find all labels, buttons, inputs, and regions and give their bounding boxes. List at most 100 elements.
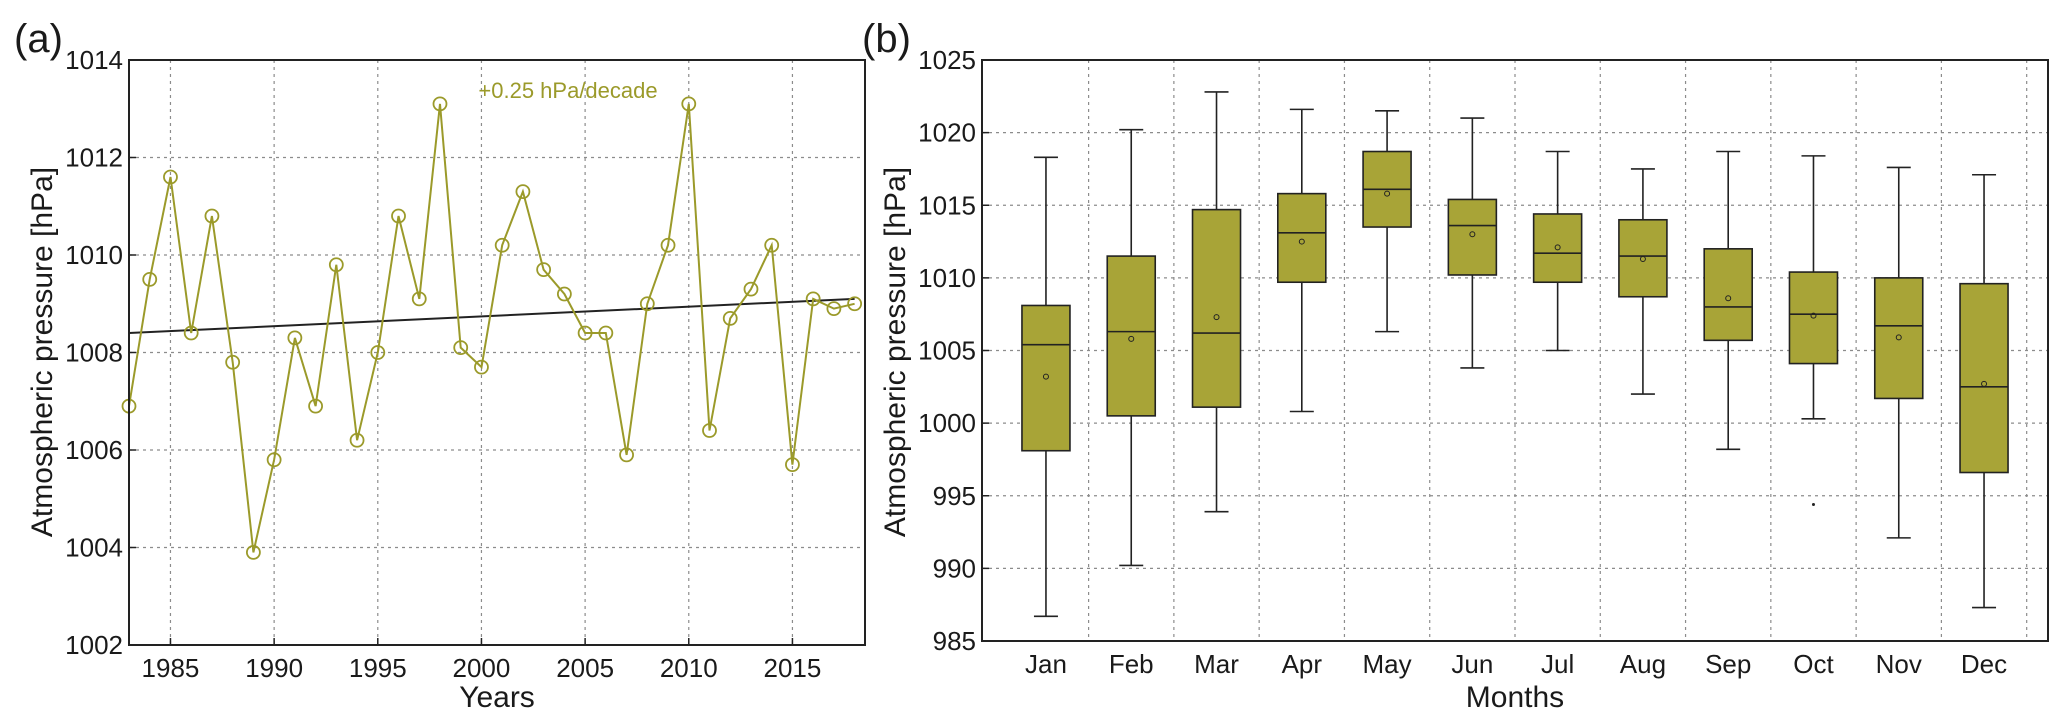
mean-marker — [1298, 238, 1305, 245]
data-point — [474, 359, 489, 375]
data-point — [826, 301, 842, 317]
panel-b-ytick-label: 1005 — [918, 336, 976, 366]
box-feb — [1106, 128, 1157, 567]
data-point — [764, 237, 780, 253]
panel-b-xtick-label: Jan — [1025, 649, 1067, 679]
panel-a-xtick-label: 2005 — [556, 653, 614, 683]
mean-marker — [1554, 244, 1561, 251]
data-point — [681, 96, 697, 112]
panel-b-xtick-label: Jun — [1451, 649, 1493, 679]
mean-marker — [1810, 312, 1817, 319]
box-jun — [1447, 117, 1498, 369]
panel-b-ytick-label: 1010 — [918, 263, 976, 293]
panel-a-label: (a) — [14, 17, 63, 61]
data-point — [577, 325, 593, 341]
panel-b-ytick-label: 1020 — [918, 118, 976, 148]
box-aug — [1618, 168, 1668, 395]
panel-a-ytick-label: 1004 — [65, 533, 123, 563]
panel-b-ticks: 985 990 995 1000 1005 1010 1015 1020 1025 Jan Feb M… — [918, 45, 2007, 679]
data-point — [245, 544, 261, 560]
trend-annotation: +0.25 hPa/decade — [478, 78, 657, 103]
panel-a-ytick-label: 1002 — [65, 630, 123, 660]
panel-a-ytick-label: 1014 — [65, 45, 123, 75]
data-point — [391, 208, 406, 224]
data-point — [805, 291, 821, 307]
panel-a-xtick-label: 1985 — [142, 653, 200, 683]
data-point — [163, 169, 178, 185]
data-point — [515, 184, 531, 200]
panel-a-ytick-label: 1010 — [65, 240, 123, 270]
panel-b-ytick-label: 1025 — [918, 45, 976, 75]
data-point — [785, 457, 800, 473]
box-dec — [1959, 173, 2009, 609]
box-sep — [1703, 150, 1753, 451]
iqr-box — [1532, 213, 1583, 284]
iqr-box — [1703, 248, 1753, 342]
iqr-box — [1447, 198, 1498, 276]
panel-b-ytick-label: 1000 — [918, 408, 976, 438]
panel-a-ytick-label: 1012 — [65, 143, 123, 173]
mean-marker — [1725, 295, 1732, 302]
iqr-box — [1959, 282, 2009, 474]
panel-b-xtick-label: Apr — [1282, 649, 1323, 679]
panel-b-xtick-label: Feb — [1109, 649, 1154, 679]
data-point — [639, 296, 655, 312]
data-point — [225, 354, 241, 370]
panel-a-xlabel: Years — [459, 681, 535, 714]
panel-a-ytick-label: 1008 — [65, 338, 123, 368]
panel-b-xtick-label: Mar — [1194, 649, 1239, 679]
mean-marker — [1213, 314, 1220, 321]
data-point — [847, 296, 863, 312]
panel-b-xtick-label: Dec — [1961, 649, 2007, 679]
data-point — [722, 310, 738, 326]
panel-b-label: (b) — [862, 17, 911, 61]
panel-b-xlabel: Months — [1466, 681, 1564, 714]
panel-a-xtick-label: 2010 — [660, 653, 718, 683]
data-point — [349, 432, 365, 448]
data-point — [183, 325, 199, 341]
panel-b-gridlines — [982, 60, 2048, 641]
mean-marker — [1128, 335, 1135, 342]
data-point — [743, 281, 759, 297]
box-nov — [1873, 166, 1924, 539]
mean-marker — [1469, 231, 1476, 238]
data-point — [411, 291, 427, 307]
panel-b-xtick-label: Jul — [1541, 649, 1574, 679]
panel-b-xtick-label: Oct — [1793, 649, 1834, 679]
box-jul — [1532, 150, 1583, 352]
mean-marker — [1042, 373, 1049, 380]
panel-a-xtick-label: 1990 — [245, 653, 303, 683]
panel-b-xtick-label: Aug — [1620, 649, 1666, 679]
panel-b-ytick-label: 990 — [933, 553, 976, 583]
box-apr — [1277, 108, 1327, 413]
data-point — [142, 271, 158, 287]
panel-b: (b) 985 990 995 1000 1005 1010 1015 1020 1025 Jan… — [862, 17, 2049, 714]
box-oct — [1788, 155, 1839, 420]
panel-a-ticks: 1985 1990 1995 2000 2005 2010 2015 1002 1004 1006… — [65, 45, 821, 683]
iqr-box — [1618, 218, 1668, 298]
data-point — [453, 340, 469, 356]
iqr-box — [1873, 277, 1924, 400]
iqr-box — [1191, 208, 1242, 408]
box-may — [1362, 110, 1412, 333]
data-point — [598, 325, 614, 341]
mean-marker — [1981, 380, 1988, 387]
panel-a-trend-line — [128, 297, 855, 334]
data-point — [536, 262, 552, 278]
mean-marker — [1895, 334, 1902, 341]
data-point — [266, 452, 282, 468]
panel-a-xtick-label: 1995 — [349, 653, 407, 683]
data-point — [702, 423, 717, 438]
data-point — [287, 330, 303, 346]
box-mar — [1191, 91, 1242, 513]
mean-marker — [1639, 255, 1646, 262]
data-point — [328, 257, 344, 273]
iqr-box — [1277, 192, 1327, 284]
data-point — [432, 96, 448, 112]
data-point — [619, 447, 634, 463]
panel-b-boxes — [1021, 91, 2009, 618]
panel-b-xtick-label: Sep — [1705, 649, 1751, 679]
iqr-box — [1021, 304, 1071, 452]
data-point — [204, 208, 220, 224]
